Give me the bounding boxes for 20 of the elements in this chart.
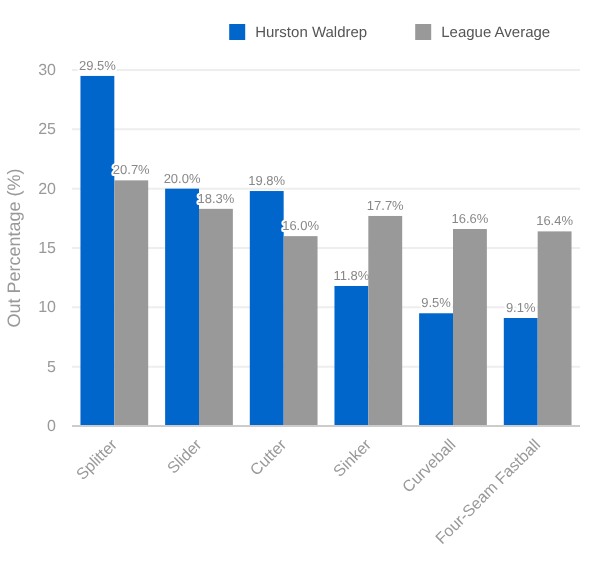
bar [249,191,284,426]
bar [453,229,487,426]
y-tick-label: 30 [38,61,58,80]
bar [199,208,233,426]
bar [503,318,538,426]
y-tick-label: 25 [38,120,58,139]
bar [537,231,572,426]
bar [419,313,453,426]
y-tick-label: 10 [38,298,58,317]
y-tick-label: 20 [38,179,58,198]
bar [368,215,403,426]
y-axis-title: Out Percentage (%) [4,168,24,328]
y-tick-label: 5 [47,357,58,376]
bar [334,285,369,426]
bar [114,180,149,426]
y-tick-label: 15 [38,239,58,258]
bar [283,236,318,426]
bar [165,188,199,426]
y-tick-label: 0 [47,417,58,436]
bar [80,75,115,426]
